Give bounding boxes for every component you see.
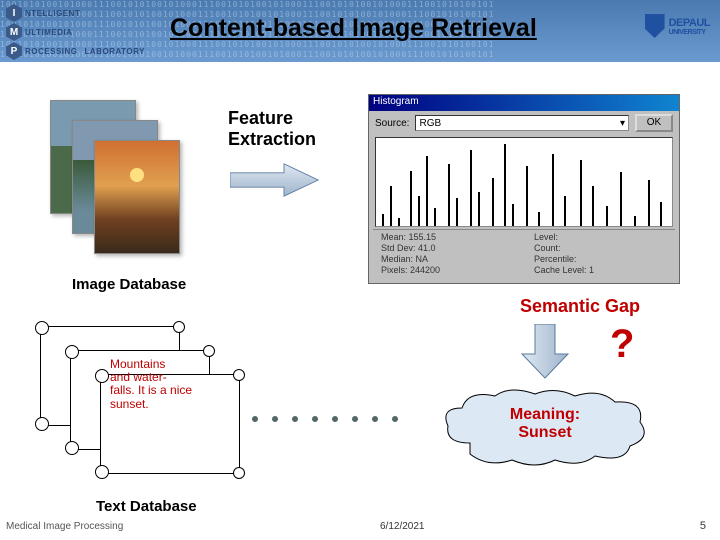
arrow-right-icon <box>230 160 320 200</box>
sample-image-3-sunset <box>94 140 180 254</box>
sun-icon <box>130 168 144 182</box>
footer-left: Medical Image Processing <box>6 521 123 532</box>
stat-cache: Cache Level: 1 <box>534 265 667 275</box>
slide-title: Content-based Image Retrieval <box>170 14 537 43</box>
stat-count: Count: <box>534 243 667 253</box>
ok-button[interactable]: OK <box>635 114 673 132</box>
histogram-titlebar: Histogram <box>369 95 679 111</box>
hex-i-icon: I <box>6 4 22 22</box>
stat-median: Median: NA <box>381 254 514 264</box>
university-sub: UNIVERSITY <box>669 29 710 36</box>
hex-p-icon: P <box>6 42 22 60</box>
semantic-gap-label: Semantic Gap <box>520 296 640 317</box>
stat-percentile: Percentile: <box>534 254 667 264</box>
meaning-cloud: Meaning: Sunset <box>440 388 650 468</box>
image-database-stack <box>50 100 190 260</box>
text-database-label: Text Database <box>96 498 197 515</box>
cloud-line2: Sunset <box>518 424 571 441</box>
imp-lab-logo: I NTELLIGENT M ULTIMEDIA P ROCESSING LAB… <box>6 4 145 60</box>
source-select[interactable]: RGB ▾ <box>415 115 629 131</box>
histogram-chart <box>375 137 673 227</box>
stat-pixels: Pixels: 244200 <box>381 265 514 275</box>
source-label: Source: <box>375 118 409 129</box>
logo-word-laboratory: LABORATORY <box>85 47 145 56</box>
chevron-down-icon: ▾ <box>620 118 625 129</box>
histogram-stats: Mean: 155.15 Level: Std Dev: 41.0 Count:… <box>373 229 675 277</box>
stat-mean: Mean: 155.15 <box>381 232 514 242</box>
stat-level: Level: <box>534 232 667 242</box>
depaul-logo: DEPAUL UNIVERSITY <box>645 14 710 38</box>
shield-icon <box>645 14 665 38</box>
logo-word-intelligent: NTELLIGENT <box>25 9 80 18</box>
scroll-caption: Mountains and water- falls. It is a nice… <box>110 358 230 411</box>
logo-word-processing: ROCESSING <box>25 47 78 56</box>
stat-stddev: Std Dev: 41.0 <box>381 243 514 253</box>
slide-header: I NTELLIGENT M ULTIMEDIA P ROCESSING LAB… <box>0 0 720 62</box>
dotted-connector <box>252 416 398 422</box>
text-database-scrolls: Mountains and water- falls. It is a nice… <box>40 326 240 476</box>
question-mark: ? <box>610 322 634 367</box>
footer-date: 6/12/2021 <box>380 521 425 532</box>
image-database-label: Image Database <box>72 276 186 293</box>
cloud-line1: Meaning: <box>510 406 580 423</box>
arrow-down-icon <box>520 324 570 385</box>
hex-m-icon: M <box>6 23 22 41</box>
feature-extraction-label: FeatureExtraction <box>228 108 316 149</box>
logo-word-multimedia: ULTIMEDIA <box>25 28 72 37</box>
histogram-window: Histogram Source: RGB ▾ OK Mean: 155.15 … <box>368 94 680 284</box>
footer-page: 5 <box>700 520 706 532</box>
university-name: DEPAUL <box>669 17 710 29</box>
